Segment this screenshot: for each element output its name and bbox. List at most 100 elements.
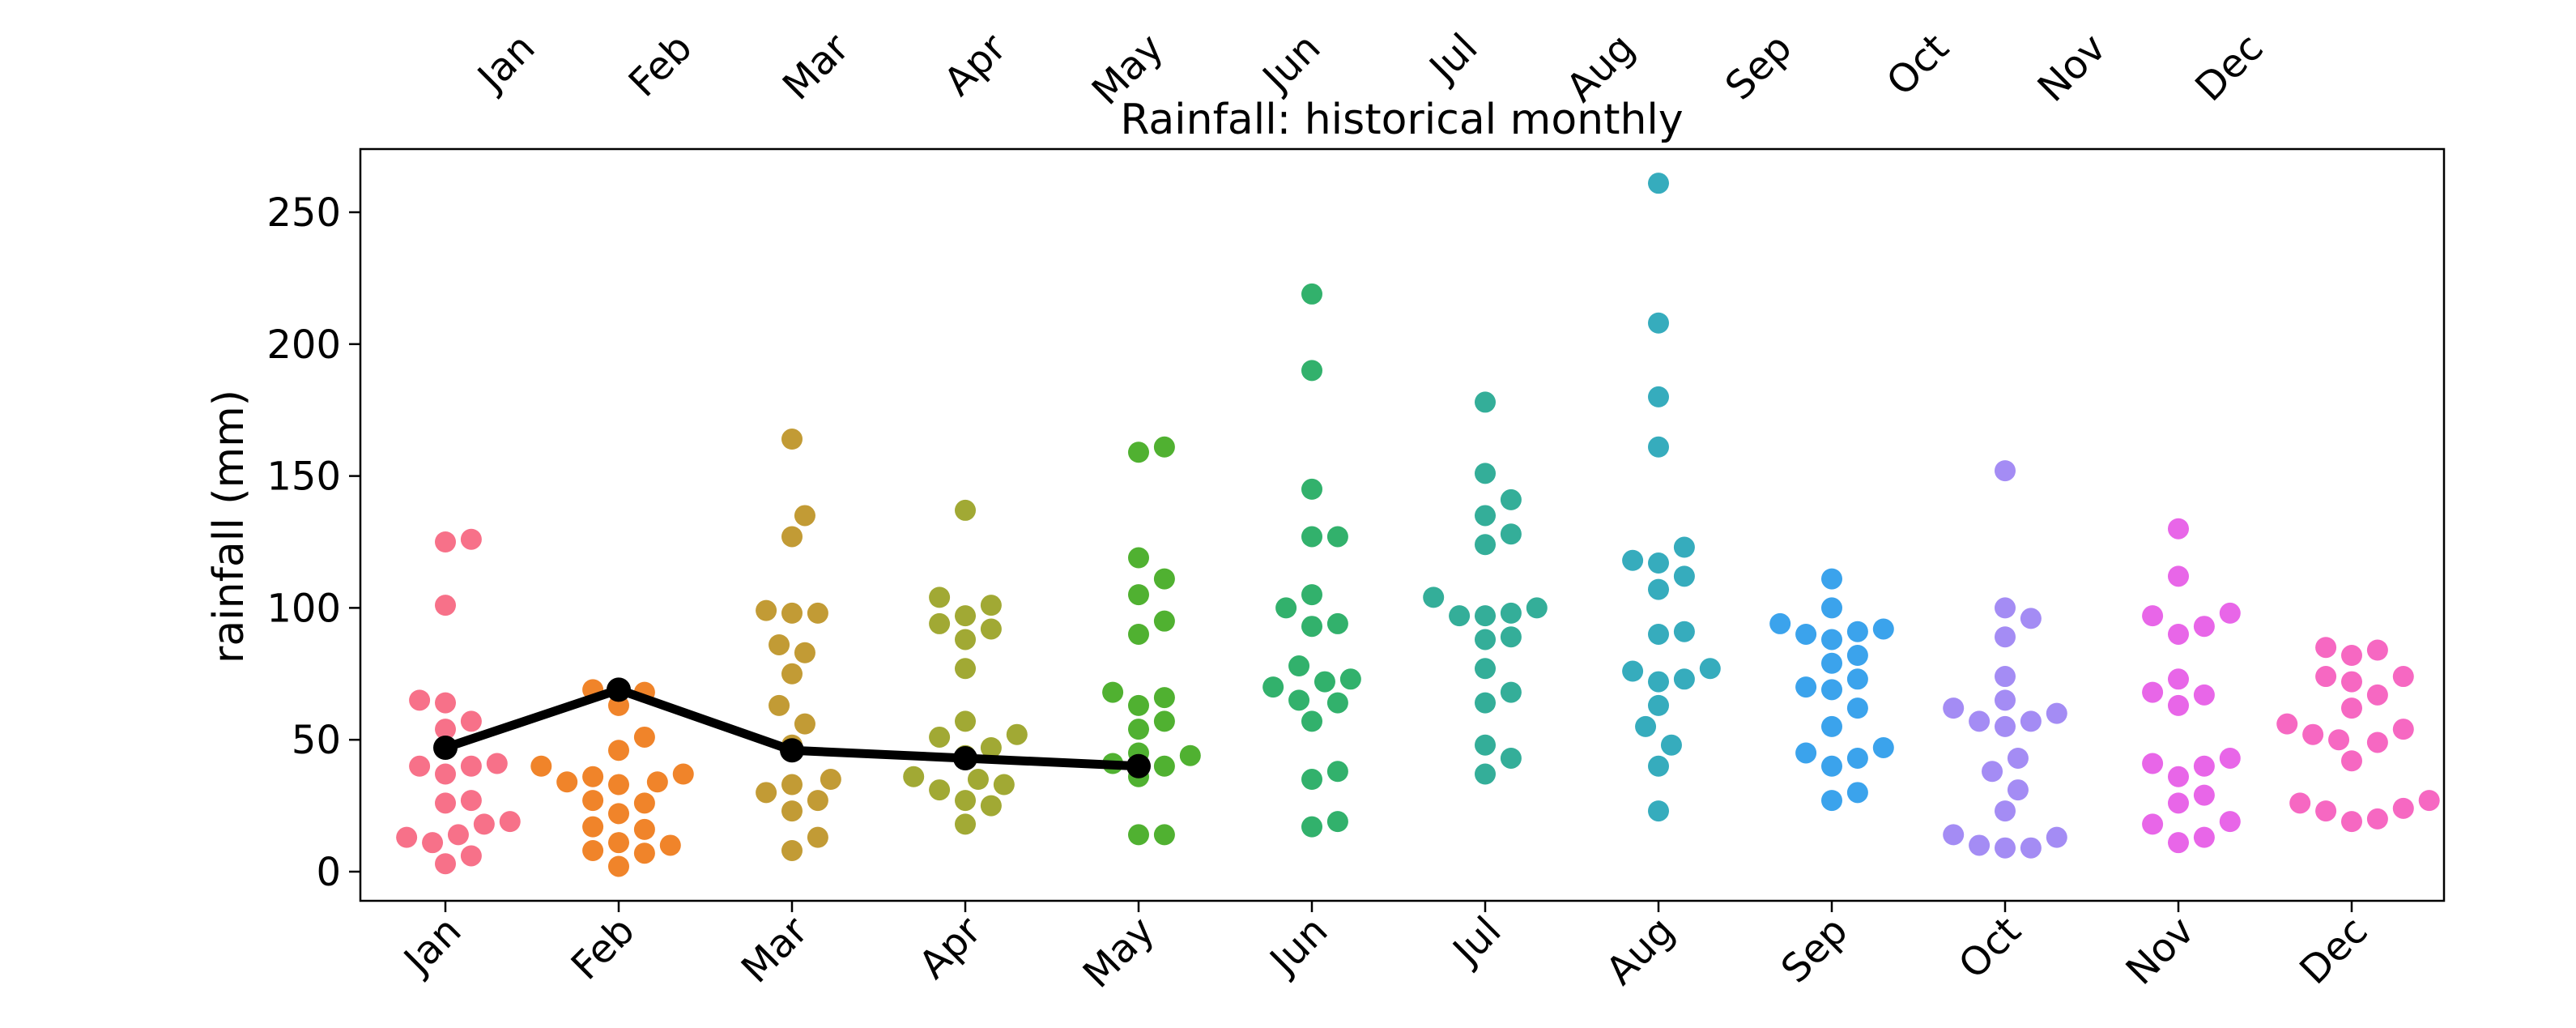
data-point [1846, 645, 1868, 667]
data-point [2219, 811, 2241, 833]
data-point [2168, 565, 2189, 587]
data-point [2046, 826, 2067, 848]
data-point [903, 766, 925, 787]
data-point [1500, 523, 1522, 545]
data-point [1635, 715, 1657, 737]
data-point [2142, 605, 2164, 627]
data-point [1821, 790, 1842, 812]
data-point [409, 689, 431, 711]
data-point [807, 826, 828, 848]
data-point [1995, 715, 2016, 737]
data-point [807, 790, 828, 812]
data-point [769, 694, 790, 716]
data-point [2341, 645, 2362, 667]
data-point [781, 774, 803, 796]
data-point [2341, 671, 2362, 693]
data-point [769, 633, 790, 655]
data-point [1648, 623, 1669, 645]
data-point [1153, 710, 1175, 732]
data-point [608, 803, 629, 825]
data-point [1821, 715, 1842, 737]
y-tick-label: 200 [266, 322, 341, 368]
data-point [2193, 684, 2215, 706]
data-point [2168, 518, 2189, 540]
data-point [794, 713, 815, 735]
top-axis-label: Jun [1253, 25, 1330, 102]
data-point [1995, 666, 2016, 688]
data-point [486, 753, 508, 774]
data-point [1648, 671, 1669, 693]
y-axis-label: rainfall (mm) [205, 390, 253, 663]
data-point [1821, 629, 1842, 650]
data-point [582, 766, 604, 787]
data-point [1423, 587, 1445, 608]
data-point [1821, 597, 1842, 619]
top-axis-label: Feb [620, 25, 701, 106]
data-point [672, 763, 694, 785]
data-point [582, 839, 604, 861]
data-point [1475, 734, 1496, 756]
data-point [633, 792, 655, 814]
data-point [435, 763, 456, 785]
data-point [980, 595, 1002, 616]
data-point [1699, 658, 1721, 680]
data-point [1301, 584, 1322, 606]
data-point [1006, 723, 1028, 745]
data-point [1301, 360, 1322, 382]
top-axis-label: Mar [774, 25, 858, 109]
y-tick-label: 150 [266, 454, 341, 500]
average-point [780, 738, 804, 763]
data-point [1846, 747, 1868, 769]
data-point [659, 834, 681, 856]
data-point [460, 755, 482, 777]
data-point [1648, 173, 1669, 194]
plot-frame [359, 147, 2446, 902]
data-point [2020, 710, 2042, 732]
data-point [967, 769, 989, 791]
data-point [1153, 687, 1175, 709]
data-point [1128, 719, 1149, 740]
data-point [993, 774, 1015, 796]
top-axis-label: Jul [1420, 25, 1487, 92]
data-point [2302, 723, 2324, 745]
top-axis-label: Nov [2029, 25, 2115, 111]
data-point [1821, 755, 1842, 777]
top-axis-label: Oct [1878, 25, 1957, 105]
data-point [1475, 763, 1496, 785]
x-tick-label: Jan [394, 908, 470, 984]
data-point [409, 755, 431, 777]
data-point [756, 782, 777, 804]
data-point [2168, 792, 2189, 814]
data-point [820, 769, 841, 791]
x-tick-label: Jul [1443, 908, 1510, 975]
data-point [2315, 637, 2337, 659]
data-point [1995, 837, 2016, 859]
data-point [1128, 441, 1149, 463]
data-point [1648, 800, 1669, 822]
data-point [980, 618, 1002, 640]
data-point [1326, 612, 1348, 634]
data-point [1475, 605, 1496, 627]
data-point [2418, 790, 2440, 812]
data-point [2046, 702, 2067, 724]
data-point [2142, 813, 2164, 835]
y-tick-label: 100 [266, 586, 341, 631]
data-point [1673, 621, 1695, 642]
data-point [2392, 666, 2414, 688]
data-point [2193, 826, 2215, 848]
data-point [2020, 837, 2042, 859]
data-point [781, 602, 803, 624]
data-point [1128, 824, 1149, 846]
data-point [1648, 386, 1669, 407]
data-point [2315, 666, 2337, 688]
data-point [2328, 729, 2350, 751]
data-point [807, 602, 828, 624]
data-point [1795, 676, 1817, 698]
data-point [530, 755, 552, 777]
data-point [1872, 736, 1894, 758]
data-point [1128, 584, 1149, 606]
data-point [2341, 811, 2362, 833]
data-point [1821, 568, 1842, 590]
data-point [1648, 578, 1669, 600]
x-tick-label: Mar [733, 908, 817, 992]
